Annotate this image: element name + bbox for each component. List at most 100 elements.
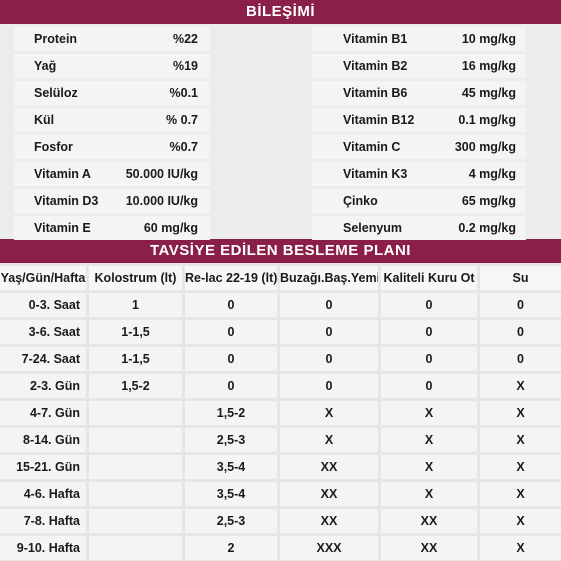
nutrient-cell-right: Vitamin B6 45 mg/kg	[312, 81, 526, 105]
relac-cell: 2	[185, 536, 277, 560]
composition-row: Protein %22 Vitamin B1 10 mg/kg	[0, 27, 561, 51]
nutrient-cell-left: Fosfor %0.7	[14, 135, 210, 159]
composition-row: Kül % 0.7 Vitamin B12 0.1 mg/kg	[0, 108, 561, 132]
table-row: 7-24. Saat 1-1,5 0 0 0 0	[0, 347, 561, 371]
colostrum-cell: 1,5-2	[89, 374, 182, 398]
nutrient-cell-right: Vitamin K3 4 mg/kg	[312, 162, 526, 186]
colostrum-cell: 1-1,5	[89, 347, 182, 371]
starter-feed-cell: 0	[280, 374, 378, 398]
relac-cell: 2,5-3	[185, 509, 277, 533]
nutrient-value: % 0.7	[166, 113, 198, 127]
age-cell: 0-3. Saat	[0, 293, 86, 317]
age-cell: 15-21. Gün	[0, 455, 86, 479]
nutrient-cell-left: Kül % 0.7	[14, 108, 210, 132]
colostrum-cell	[89, 455, 182, 479]
nutrient-name: Vitamin E	[34, 221, 91, 235]
nutrient-value: 16 mg/kg	[461, 59, 516, 73]
table-row: 4-7. Gün 1,5-2 X X X	[0, 401, 561, 425]
feeding-plan-table: Yaş/Gün/Hafta Kolostrum (lt) Re-lac 22-19 …	[0, 263, 561, 561]
nutrient-value: 60 mg/kg	[143, 221, 198, 235]
hay-cell: X	[381, 482, 477, 506]
composition-table: Protein %22 Vitamin B1 10 mg/kg Yağ %19 Vitami…	[0, 24, 561, 240]
table-row: 8-14. Gün 2,5-3 X X X	[0, 428, 561, 452]
nutrient-value: 45 mg/kg	[461, 86, 516, 100]
column-header: Re-lac 22-19 (lt)	[185, 266, 277, 290]
nutrient-cell-left: Selüloz %0.1	[14, 81, 210, 105]
water-cell: X	[480, 509, 561, 533]
starter-feed-cell: XX	[280, 482, 378, 506]
nutrient-name: Kül	[34, 113, 55, 127]
nutrient-cell-right: Vitamin B12 0.1 mg/kg	[312, 108, 526, 132]
nutrient-value: 50.000 IU/kg	[125, 167, 198, 181]
colostrum-cell	[89, 536, 182, 560]
nutrient-name: Selüloz	[34, 86, 78, 100]
table-row: 4-6. Hafta 3,5-4 XX X X	[0, 482, 561, 506]
hay-cell: 0	[381, 347, 477, 371]
nutrient-value: 10.000 IU/kg	[125, 194, 198, 208]
nutrient-value: %19	[172, 59, 198, 73]
table-row: 9-10. Hafta 2 XXX XX X	[0, 536, 561, 560]
relac-cell: 0	[185, 374, 277, 398]
feeding-plan-title: TAVSİYE EDİLEN BESLEME PLANI	[0, 239, 561, 263]
nutrient-value: 0.2 mg/kg	[458, 221, 516, 235]
table-row: 0-3. Saat 1 0 0 0 0	[0, 293, 561, 317]
age-cell: 9-10. Hafta	[0, 536, 86, 560]
nutrient-value: 65 mg/kg	[461, 194, 516, 208]
nutrient-name: Vitamin B1	[343, 32, 408, 46]
relac-cell: 3,5-4	[185, 482, 277, 506]
starter-feed-cell: XX	[280, 509, 378, 533]
water-cell: X	[480, 536, 561, 560]
water-cell: 0	[480, 293, 561, 317]
nutrient-cell-left: Vitamin E 60 mg/kg	[14, 216, 210, 240]
nutrient-value: 4 mg/kg	[468, 167, 516, 181]
nutrient-name: Vitamin K3	[343, 167, 408, 181]
composition-title: BİLEŞİMİ	[0, 0, 561, 24]
column-header: Su	[480, 266, 561, 290]
nutrient-name: Vitamin A	[34, 167, 91, 181]
nutrient-cell-left: Vitamin A 50.000 IU/kg	[14, 162, 210, 186]
hay-cell: XX	[381, 536, 477, 560]
column-header: Kolostrum (lt)	[89, 266, 182, 290]
colostrum-cell	[89, 401, 182, 425]
column-header: Buzağı.Baş.Yemi	[280, 266, 378, 290]
table-row: 7-8. Hafta 2,5-3 XX XX X	[0, 509, 561, 533]
nutrient-name: Çinko	[343, 194, 378, 208]
nutrient-cell-right: Vitamin B1 10 mg/kg	[312, 27, 526, 51]
colostrum-cell	[89, 482, 182, 506]
hay-cell: XX	[381, 509, 477, 533]
age-cell: 4-6. Hafta	[0, 482, 86, 506]
composition-row: Yağ %19 Vitamin B2 16 mg/kg	[0, 54, 561, 78]
composition-row: Fosfor %0.7 Vitamin C 300 mg/kg	[0, 135, 561, 159]
relac-cell: 0	[185, 347, 277, 371]
nutrient-name: Vitamin B12	[343, 113, 415, 127]
column-header: Kaliteli Kuru Ot	[381, 266, 477, 290]
relac-cell: 0	[185, 293, 277, 317]
nutrient-name: Vitamin B6	[343, 86, 408, 100]
nutrient-value: %22	[172, 32, 198, 46]
nutrient-name: Vitamin D3	[34, 194, 99, 208]
composition-row: Selüloz %0.1 Vitamin B6 45 mg/kg	[0, 81, 561, 105]
starter-feed-cell: 0	[280, 293, 378, 317]
plan-header-row: Yaş/Gün/Hafta Kolostrum (lt) Re-lac 22-19 …	[0, 266, 561, 290]
table-row: 15-21. Gün 3,5-4 XX X X	[0, 455, 561, 479]
hay-cell: X	[381, 428, 477, 452]
water-cell: X	[480, 374, 561, 398]
water-cell: X	[480, 455, 561, 479]
age-cell: 8-14. Gün	[0, 428, 86, 452]
hay-cell: 0	[381, 320, 477, 344]
colostrum-cell	[89, 428, 182, 452]
nutrient-cell-right: Vitamin B2 16 mg/kg	[312, 54, 526, 78]
hay-cell: 0	[381, 293, 477, 317]
composition-row: Vitamin E 60 mg/kg Selenyum 0.2 mg/kg	[0, 216, 561, 240]
nutrient-cell-right: Selenyum 0.2 mg/kg	[312, 216, 526, 240]
colostrum-cell	[89, 509, 182, 533]
nutrient-value: %0.7	[169, 140, 199, 154]
age-cell: 4-7. Gün	[0, 401, 86, 425]
composition-row: Vitamin A 50.000 IU/kg Vitamin K3 4 mg/kg	[0, 162, 561, 186]
water-cell: X	[480, 401, 561, 425]
nutrient-cell-right: Vitamin C 300 mg/kg	[312, 135, 526, 159]
water-cell: 0	[480, 347, 561, 371]
nutrient-name: Protein	[34, 32, 78, 46]
water-cell: X	[480, 428, 561, 452]
column-header: Yaş/Gün/Hafta	[0, 266, 86, 290]
